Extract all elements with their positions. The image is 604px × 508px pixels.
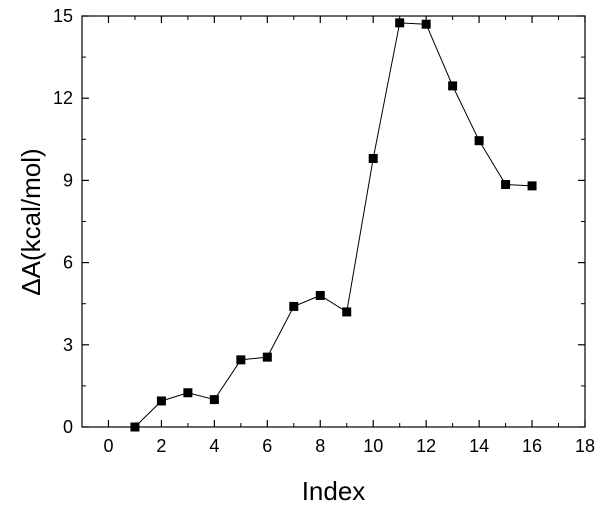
data-point	[342, 307, 352, 317]
data-point	[209, 395, 219, 405]
plot-frame	[81, 15, 586, 428]
x-tick-label: 14	[469, 436, 489, 456]
data-point	[262, 352, 272, 362]
y-axis-title: ΔA(kcal/mol)	[16, 148, 46, 295]
data-point	[130, 422, 140, 432]
x-axis-title: Index	[302, 476, 366, 506]
x-tick-label: 18	[575, 436, 595, 456]
x-tick-label: 10	[363, 436, 383, 456]
ticks: 0 2 4 6 8 10 12 14 16 18 0 3 6 9 12 15	[53, 6, 595, 456]
data-point	[474, 136, 484, 146]
y-tick-label: 9	[63, 170, 73, 190]
series	[130, 18, 537, 432]
series-line	[134, 22, 533, 428]
x-tick-label: 4	[209, 436, 219, 456]
x-tick-label: 0	[103, 436, 113, 456]
data-point	[448, 81, 458, 91]
y-tick-label: 3	[63, 335, 73, 355]
data-point	[183, 388, 193, 398]
data-point	[315, 290, 325, 300]
y-tick-label: 0	[63, 417, 73, 437]
data-point	[236, 355, 246, 365]
y-tick-label: 15	[53, 6, 73, 26]
data-point	[421, 19, 431, 29]
data-point	[501, 180, 511, 190]
data-point	[156, 396, 166, 406]
data-point	[527, 181, 537, 191]
y-tick-label: 12	[53, 88, 73, 108]
x-tick-label: 2	[156, 436, 166, 456]
x-tick-label: 16	[522, 436, 542, 456]
data-point	[289, 301, 299, 311]
x-tick-label: 12	[416, 436, 436, 456]
data-point	[395, 18, 405, 28]
data-point	[368, 153, 378, 163]
x-tick-label: 8	[315, 436, 325, 456]
y-tick-label: 6	[63, 253, 73, 273]
x-tick-label: 6	[262, 436, 272, 456]
